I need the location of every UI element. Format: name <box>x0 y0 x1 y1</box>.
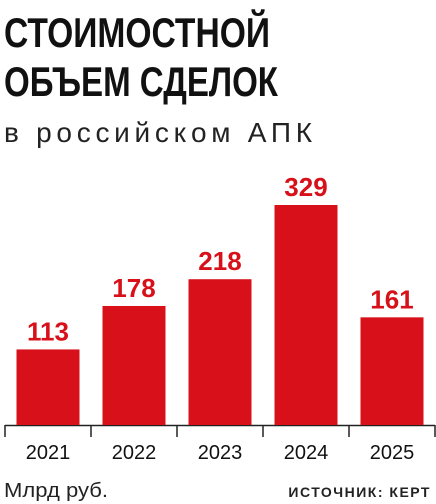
bar <box>188 279 252 425</box>
x-tick-label: 2022 <box>112 442 157 464</box>
value-label: 218 <box>198 246 241 276</box>
chart-subtitle: в российском АПК <box>4 117 313 148</box>
bar <box>360 317 424 425</box>
unit-label: Млрд руб. <box>4 480 108 502</box>
value-label: 161 <box>370 284 413 314</box>
value-label: 329 <box>284 172 327 202</box>
chart-title: СТОИМОСТНОЙ <box>4 8 270 56</box>
bar <box>274 205 338 425</box>
source: ИСТОЧНИК: КЕРТ <box>288 484 431 500</box>
bar <box>102 305 166 425</box>
x-tick-label: 2024 <box>284 442 329 464</box>
value-label: 178 <box>112 273 155 303</box>
bar <box>16 349 80 425</box>
chart-title: ОБЪЕМ СДЕЛОК <box>4 58 278 105</box>
x-tick-label: 2025 <box>370 442 415 464</box>
x-tick-label: 2021 <box>26 442 71 464</box>
value-label: 113 <box>27 316 69 346</box>
x-tick-label: 2023 <box>198 442 243 464</box>
